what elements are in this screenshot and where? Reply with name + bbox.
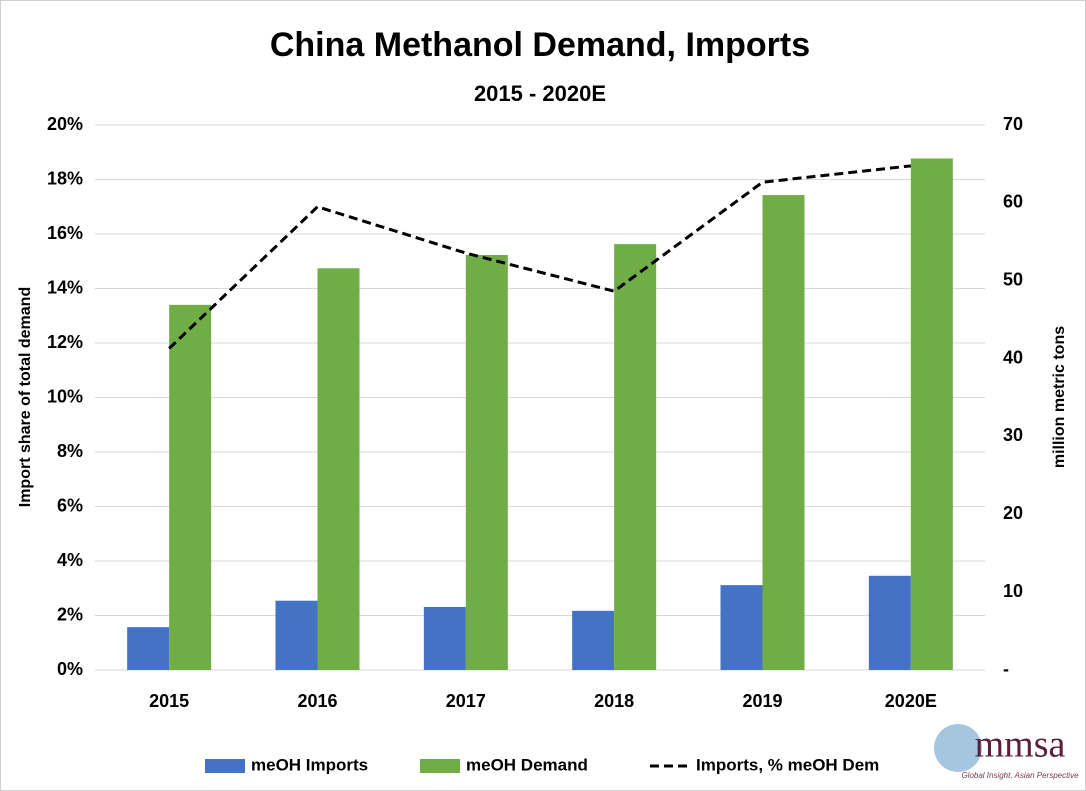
x-tick-label: 2017 bbox=[446, 691, 486, 711]
y2-tick-label: - bbox=[1003, 659, 1009, 679]
y-tick-label: 18% bbox=[47, 168, 83, 188]
chart-subtitle: 2015 - 2020E bbox=[474, 81, 606, 106]
y-axis-label: Import share of total demand bbox=[17, 287, 34, 507]
y-tick-label: 8% bbox=[57, 441, 83, 461]
logo: mmsa Global Insight, Asian Perspective bbox=[934, 724, 1079, 780]
y-tick-label: 20% bbox=[47, 114, 83, 134]
y-tick-label: 10% bbox=[47, 386, 83, 406]
bar bbox=[720, 585, 763, 670]
x-tick-label: 2020E bbox=[885, 691, 937, 711]
y-tick-label: 4% bbox=[57, 550, 83, 570]
y-tick-label: 14% bbox=[47, 277, 83, 297]
legend-label: meOH Demand bbox=[466, 755, 588, 774]
bar bbox=[317, 268, 360, 670]
bar bbox=[169, 304, 212, 670]
y2-tick-label: 50 bbox=[1003, 269, 1023, 289]
bar bbox=[275, 600, 318, 670]
y-tick-label: 6% bbox=[57, 495, 83, 515]
legend-swatch bbox=[205, 759, 245, 773]
legend-label: Imports, % meOH Dem bbox=[696, 755, 879, 774]
logo-tagline: Global Insight, Asian Perspective bbox=[961, 771, 1079, 780]
bar bbox=[614, 244, 657, 670]
y-tick-label: 0% bbox=[57, 659, 83, 679]
legend-label: meOH Imports bbox=[251, 755, 368, 774]
x-tick-label: 2019 bbox=[742, 691, 782, 711]
legend-swatch bbox=[420, 759, 460, 773]
x-tick-label: 2018 bbox=[594, 691, 634, 711]
bar bbox=[127, 627, 170, 670]
x-tick-label: 2016 bbox=[297, 691, 337, 711]
y-tick-label: 2% bbox=[57, 604, 83, 624]
bar bbox=[762, 195, 805, 671]
bar bbox=[465, 255, 508, 670]
y2-tick-label: 30 bbox=[1003, 425, 1023, 445]
logo-globe bbox=[934, 724, 982, 772]
bar bbox=[868, 575, 911, 670]
y2-axis-label: million metric tons bbox=[1051, 326, 1068, 468]
y2-tick-label: 10 bbox=[1003, 581, 1023, 601]
y2-tick-label: 60 bbox=[1003, 192, 1023, 212]
y2-tick-label: 40 bbox=[1003, 347, 1023, 367]
line bbox=[168, 164, 911, 350]
x-tick-label: 2015 bbox=[149, 691, 189, 711]
y-tick-label: 12% bbox=[47, 332, 83, 352]
y2-tick-label: 70 bbox=[1003, 114, 1023, 134]
bar bbox=[423, 606, 466, 670]
y-tick-label: 16% bbox=[47, 223, 83, 243]
logo-name: mmsa bbox=[975, 724, 1066, 766]
chart-title: China Methanol Demand, Imports bbox=[270, 26, 810, 64]
bar bbox=[572, 610, 615, 670]
bar bbox=[910, 158, 953, 670]
y2-tick-label: 20 bbox=[1003, 503, 1023, 523]
